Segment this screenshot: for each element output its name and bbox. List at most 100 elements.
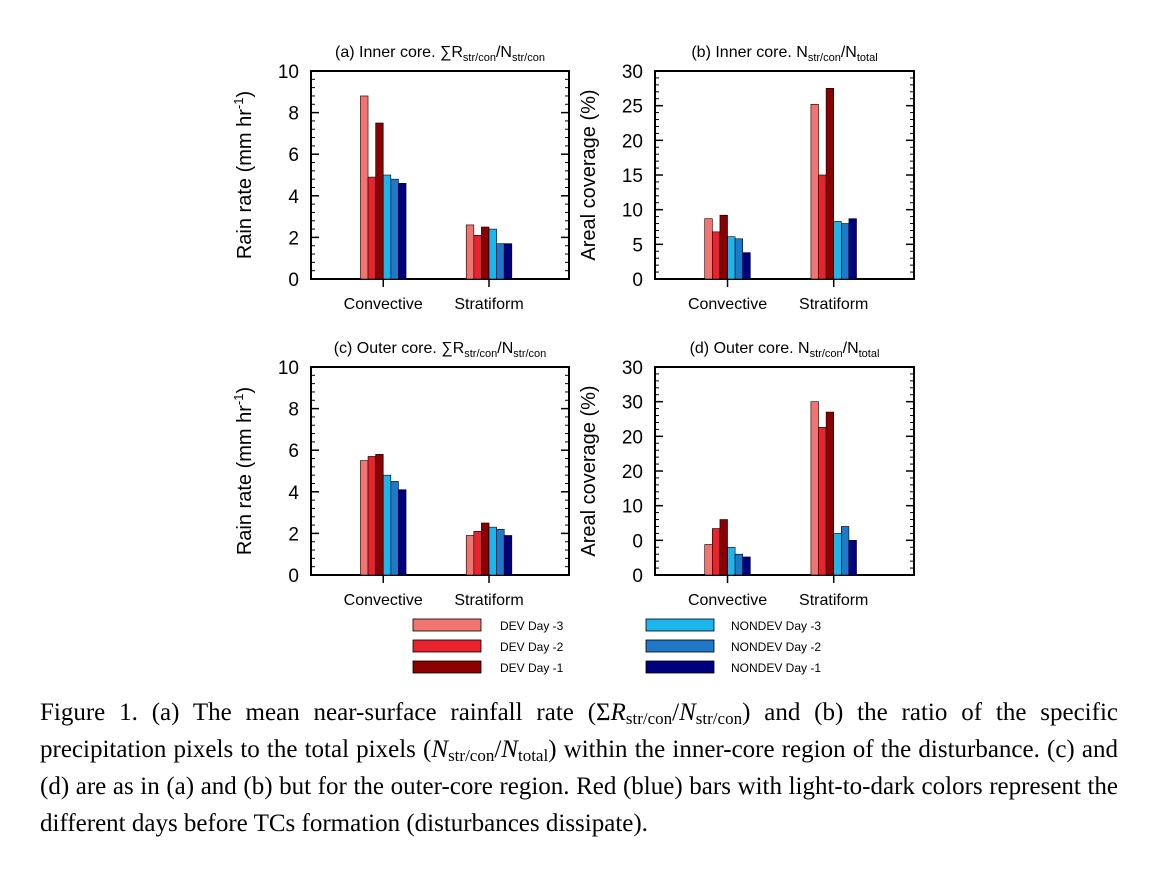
legend-label: DEV Day -2 (500, 640, 564, 654)
bar (481, 522, 490, 576)
bar (810, 401, 819, 576)
bar (818, 174, 827, 280)
figure-panels: 0 2 4 6 8 10 Convective Stratiform (a) Inner cor… (231, 44, 915, 675)
y-tick-label: 20 (622, 131, 643, 152)
bar (818, 427, 827, 576)
legend-swatch (412, 660, 482, 674)
y-axis-label: Rain rate (mm hr-1) (231, 387, 256, 555)
bar (712, 528, 721, 576)
bar (848, 218, 857, 280)
bar (841, 526, 850, 576)
title-part: (d) Outer core. N (690, 340, 810, 357)
y-tick-label: 10 (622, 497, 643, 518)
x-tick-label: Stratiform (454, 296, 523, 313)
panel-c: 0 2 4 6 8 10 Convective Stratiform (c) Outer cor… (231, 340, 570, 609)
bar (503, 535, 513, 576)
bar (375, 454, 384, 576)
plot-frame (654, 70, 915, 280)
bar (825, 411, 835, 576)
caption-symbol-r: R (610, 699, 626, 726)
bar (473, 235, 482, 280)
y-tick-label: 0 (632, 566, 643, 587)
panel-title: (c) Outer core. ∑Rstr/con/Nstr/con (334, 340, 547, 360)
bar (488, 228, 497, 280)
bar (488, 526, 497, 576)
bar (727, 236, 736, 280)
title-subscript: str/con (463, 52, 496, 64)
bar (833, 221, 842, 280)
title-part: (b) Inner core. N (691, 44, 807, 61)
y-axis-label: Rain rate (mm hr-1) (231, 91, 256, 259)
legend-swatch (412, 618, 482, 632)
y-axis-label-text: Rain rate (mm hr (234, 109, 256, 259)
bar (481, 226, 490, 280)
legend-label: NONDEV Day -2 (731, 640, 821, 654)
legend-label: NONDEV Day -1 (731, 661, 821, 675)
bar (833, 533, 842, 576)
bar (719, 519, 728, 576)
bar (398, 183, 407, 280)
panel-title: (b) Inner core. Nstr/con/Ntotal (691, 44, 877, 64)
bar (465, 535, 475, 576)
bar (727, 546, 736, 576)
y-tick-label: 25 (622, 97, 643, 118)
legend: DEV Day -3 DEV Day -2 DEV Day -1 NONDEV Day… (412, 618, 821, 675)
bar (375, 122, 384, 280)
bar (704, 218, 713, 280)
x-tick-label: Convective (688, 296, 767, 313)
plot-frame (310, 70, 570, 280)
bar (390, 481, 399, 576)
y-tick-label: 8 (288, 400, 299, 421)
bar (496, 243, 505, 280)
x-tick-label: Stratiform (799, 296, 868, 313)
bar (848, 540, 857, 576)
caption-subscript-b: str/con (695, 709, 743, 728)
y-tick-label: 30 (622, 393, 643, 414)
bar (712, 231, 721, 280)
bar (810, 103, 819, 280)
panel-title: (d) Outer core. Nstr/con/Ntotal (690, 340, 880, 360)
title-subscript: str/con (464, 348, 497, 360)
y-axis-label-end: ) (234, 91, 256, 98)
y-axis-label: Areal coverage (%) (578, 89, 600, 260)
bar (704, 544, 713, 576)
bar (742, 252, 751, 280)
y-tick-label: 0 (288, 270, 299, 291)
y-tick-label: 0 (288, 566, 299, 587)
y-tick-label: 10 (278, 62, 299, 83)
y-tick-label: 15 (622, 166, 643, 187)
legend-swatch (645, 660, 715, 674)
y-tick-label: 10 (622, 201, 643, 222)
caption-slash-1: / (672, 699, 680, 726)
y-tick-label: 2 (288, 228, 299, 249)
caption-subscript-a: str/con (625, 709, 673, 728)
caption-subscript-c: str/con (448, 746, 495, 765)
y-tick-label: 6 (288, 441, 299, 462)
bar (360, 95, 369, 280)
x-tick-label: Convective (344, 592, 423, 609)
bar (841, 223, 850, 280)
y-tick-label: 30 (622, 62, 643, 83)
y-axis-label: Areal coverage (%) (578, 385, 600, 556)
x-tick-label: Convective (688, 592, 767, 609)
y-tick-label: 5 (632, 235, 643, 256)
y-axis-label-superscript: -1 (231, 394, 246, 406)
bar (382, 474, 392, 576)
y-axis-label-text: Rain rate (mm hr (234, 405, 256, 555)
title-subscript: total (859, 348, 880, 360)
bar (367, 176, 376, 280)
title-subscript: str/con (513, 348, 546, 360)
panel-title: (a) Inner core. ∑Rstr/con/Nstr/con (335, 44, 545, 64)
caption-text-1: Figure 1. (a) The mean near-surface rain… (40, 699, 611, 726)
y-tick-label: 8 (288, 104, 299, 125)
x-tick-label: Stratiform (799, 592, 868, 609)
x-tick-label: Stratiform (454, 592, 523, 609)
bar (390, 178, 399, 280)
y-tick-label: 20 (622, 427, 643, 448)
x-tick-label: Convective (344, 296, 423, 313)
title-part: /N (496, 44, 512, 61)
bar (367, 456, 376, 576)
plot-frame (654, 366, 915, 576)
title-part: /N (497, 340, 513, 357)
bar (734, 553, 744, 576)
